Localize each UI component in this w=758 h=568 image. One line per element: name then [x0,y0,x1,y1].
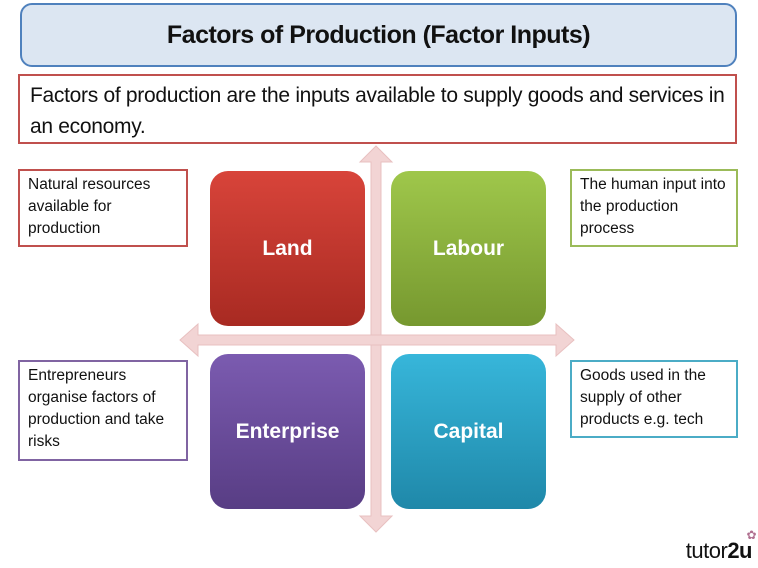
quadrant-enterprise: Enterprise [210,354,365,509]
horizontal-double-arrow [179,322,575,358]
quadrant-label: Enterprise [235,419,340,443]
title-box: Factors of Production (Factor Inputs) [20,3,737,67]
note-capital: Goods used in the supply of other produc… [570,360,738,438]
note-land: Natural resources available for producti… [18,169,188,247]
quadrant-labour: Labour [391,171,546,326]
tutor2u-logo: tutor2u ✿ [685,528,757,563]
quadrant-label: Labour [432,236,505,260]
flower-icon: ✿ [746,528,756,542]
quadrant-capital: Capital [391,354,546,509]
note-labour: The human input into the production proc… [570,169,738,247]
note-enterprise: Entrepreneurs organise factors of produc… [18,360,188,461]
definition-box: Factors of production are the inputs ava… [18,74,737,144]
page-title: Factors of Production (Factor Inputs) [166,20,591,49]
quadrant-label: Capital [433,419,504,443]
quadrant-label: Land [262,236,313,260]
quadrant-land: Land [210,171,365,326]
